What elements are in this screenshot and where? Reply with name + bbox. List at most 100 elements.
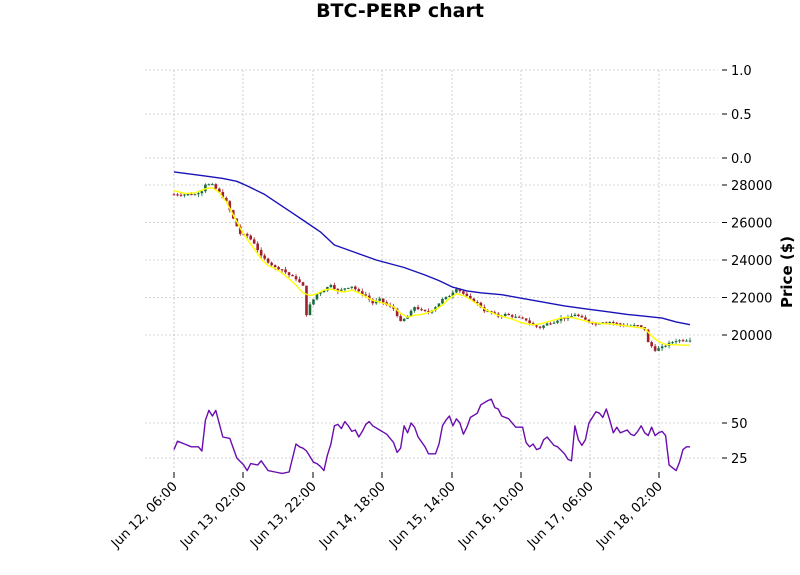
price-axis-tick-label: 26000 xyxy=(731,217,772,232)
candle-body xyxy=(211,184,214,186)
candle-body xyxy=(402,318,406,322)
candle-body xyxy=(678,340,681,342)
candle-body xyxy=(465,293,469,296)
candle-body xyxy=(340,289,343,292)
candle-body xyxy=(486,311,490,313)
candle-body xyxy=(681,340,685,342)
candle-body xyxy=(277,267,280,270)
candle-body xyxy=(528,320,531,324)
candle-body xyxy=(326,286,329,291)
candle-body xyxy=(228,201,232,211)
candle-body xyxy=(587,319,591,323)
candle-body xyxy=(200,191,204,194)
candle-body xyxy=(639,325,643,328)
candle-body xyxy=(399,316,402,322)
candle-body xyxy=(179,194,183,196)
candle-body xyxy=(280,269,284,271)
candle-body xyxy=(245,233,249,236)
candle-body xyxy=(347,287,350,289)
candle-body xyxy=(605,322,608,324)
candle-body xyxy=(263,255,266,259)
candle-body xyxy=(577,314,580,317)
candle-body xyxy=(413,307,416,311)
candle-body xyxy=(503,313,507,316)
candle-body xyxy=(688,340,692,342)
candle-body xyxy=(420,309,423,311)
grid-layer xyxy=(145,69,718,470)
candle-body xyxy=(252,239,256,244)
candle-body xyxy=(353,286,357,290)
candle-body xyxy=(238,226,242,234)
candle-body xyxy=(650,342,653,347)
x-tick-label: Jun 14, 18:00 xyxy=(316,479,389,552)
candle-body xyxy=(378,298,382,301)
candle-body xyxy=(371,299,375,304)
price-axis-tick-label: 22000 xyxy=(731,292,772,307)
candle-body xyxy=(524,318,528,321)
candle-body xyxy=(333,285,336,289)
candle-body xyxy=(284,269,287,273)
candle-body xyxy=(374,300,378,304)
candle-body xyxy=(294,276,298,280)
candle-body xyxy=(305,285,308,316)
candle-body xyxy=(657,348,660,351)
candle-body xyxy=(214,184,218,189)
candle-body xyxy=(190,194,193,196)
x-tick-label: Jun 16, 10:00 xyxy=(455,479,528,552)
top-panel: 0.0 0.5 1.0 xyxy=(722,64,752,167)
price-axis-tick-label: 20000 xyxy=(731,329,772,344)
candle-body xyxy=(291,275,294,277)
candle-body xyxy=(444,296,448,299)
candle-body xyxy=(221,192,225,198)
candle-body xyxy=(636,325,640,327)
candle-body xyxy=(455,288,458,293)
candle-body xyxy=(594,323,598,325)
candle-body xyxy=(660,346,664,349)
x-tick-label: Jun 18, 02:00 xyxy=(593,479,666,552)
candle-body xyxy=(646,329,650,343)
price-axis-label: Price ($) xyxy=(778,236,796,308)
candle-body xyxy=(343,288,347,290)
x-tick-label: Jun 17, 06:00 xyxy=(524,479,597,552)
candle-body xyxy=(381,298,385,303)
slow-moving-average-line xyxy=(173,171,691,326)
candle-body xyxy=(218,188,221,193)
candle-body xyxy=(249,235,253,240)
candle-body xyxy=(298,279,301,283)
candle-body xyxy=(256,243,259,251)
candle-body xyxy=(308,304,312,316)
candle-body xyxy=(273,265,277,268)
candle-body xyxy=(570,316,573,318)
candle-body xyxy=(312,299,315,305)
price-axis-tick-label: 28000 xyxy=(731,179,772,194)
candle-body xyxy=(618,323,622,325)
candle-body xyxy=(476,301,479,303)
candle-body xyxy=(437,303,441,308)
candle-body xyxy=(514,316,517,318)
candle-body xyxy=(350,286,354,288)
candle-body xyxy=(559,317,563,321)
candle-body xyxy=(685,340,688,342)
candle-body xyxy=(493,312,497,314)
candle-body xyxy=(204,184,207,192)
candle-body xyxy=(301,282,305,286)
candle-body xyxy=(266,258,270,263)
candle-body xyxy=(360,291,364,295)
candle-body xyxy=(664,345,667,347)
candle-body xyxy=(545,323,549,326)
candle-body xyxy=(632,325,636,327)
candle-body xyxy=(601,322,605,324)
candle-body xyxy=(580,316,584,318)
candle-body xyxy=(615,322,619,324)
candle-body xyxy=(395,308,399,317)
candle-body xyxy=(207,184,211,186)
chart-title: BTC-PERP chart xyxy=(316,0,484,22)
price-panel: 20000 22000 24000 26000 28000 xyxy=(172,171,772,353)
candle-body xyxy=(653,346,657,351)
oscillator-axis-tick-label: 25 xyxy=(731,452,748,467)
candle-body xyxy=(451,292,455,297)
candle-body xyxy=(458,288,462,292)
candle-body xyxy=(472,298,476,302)
